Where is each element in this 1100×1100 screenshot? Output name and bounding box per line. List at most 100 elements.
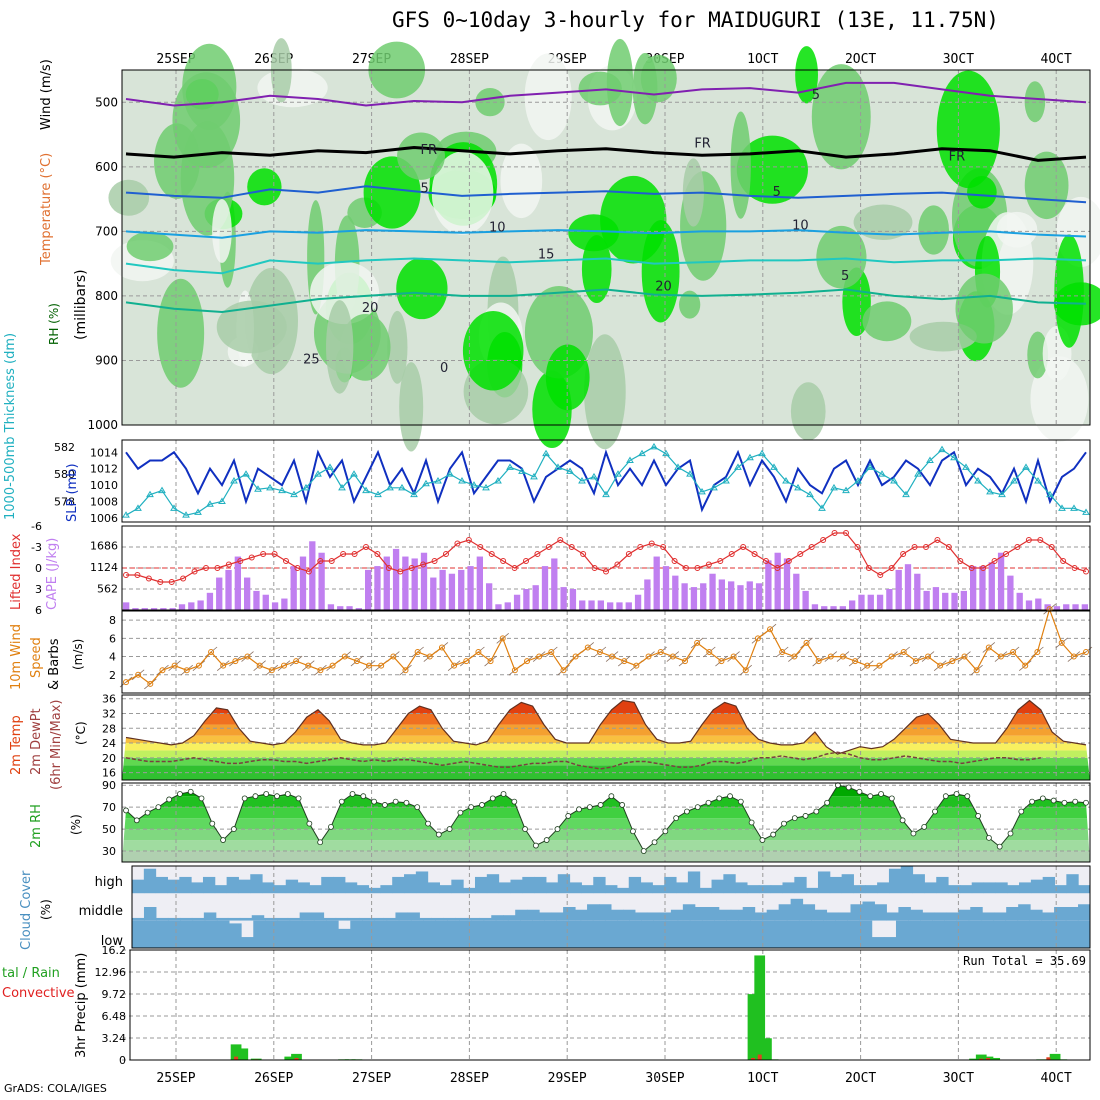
lifted-index-point (180, 575, 187, 582)
cape-bar (1081, 604, 1088, 610)
rh-point (144, 809, 151, 816)
cloud-cell (335, 917, 349, 921)
lifted-index-point (568, 544, 575, 550)
cape-bar (672, 575, 679, 610)
dewpoint-line (125, 751, 1041, 770)
lifted-index-point (145, 575, 152, 582)
wind-tick-label: 2 (109, 669, 116, 682)
cloud-cell (670, 909, 684, 921)
thickness-point (926, 456, 934, 463)
rh-point (716, 795, 723, 802)
slp-tick-label: 1008 (90, 496, 118, 509)
lifted-index-point (237, 558, 244, 564)
cloud-cell (277, 920, 291, 948)
wind-speed-point (900, 649, 907, 655)
cloud-cell (395, 912, 408, 921)
cape-bar (365, 569, 372, 610)
cape-bar (681, 583, 688, 610)
lifted-index-point (374, 551, 381, 557)
rh-point (338, 798, 345, 805)
cape-frame (121, 525, 1091, 611)
lifted-index-point (648, 540, 655, 547)
rh-blob (862, 301, 912, 342)
contour-label: 5 (773, 185, 781, 200)
cloud-cell (275, 917, 289, 921)
lifted-index-point (1003, 551, 1009, 557)
thickness-point (278, 486, 286, 494)
wind-speed-point (864, 662, 871, 669)
cloud-cell (522, 876, 535, 894)
thickness-point (350, 470, 358, 477)
cloud-cell (544, 920, 557, 948)
lifted-index-point (968, 565, 975, 571)
temp-band (122, 735, 1090, 744)
cloud-cell (898, 907, 911, 921)
wind-speed-point (645, 653, 652, 660)
rh-blob (397, 132, 445, 180)
rh-point (586, 804, 593, 811)
lifted-index-point (271, 551, 278, 557)
thickness-point (662, 449, 670, 457)
cape-bar (932, 587, 940, 610)
cape-bar (579, 600, 586, 610)
cape-bar (914, 573, 921, 610)
isotherm-10 (125, 229, 1087, 239)
thickness-point (638, 449, 646, 457)
cape-tick-label: 1124 (90, 561, 118, 574)
rh-band (122, 818, 1090, 830)
wind-speed-point (925, 653, 932, 660)
thickness-point (710, 483, 718, 491)
wind-axis-label-3: & Barbs (47, 638, 62, 690)
lifted-index-point (614, 561, 621, 568)
rh-blob (247, 168, 282, 206)
cloud-high-label: high (95, 875, 123, 890)
date-label-bottom: 28SEP (450, 1071, 489, 1086)
cape-bar (374, 566, 381, 610)
date-label-bottom: 30SEP (645, 1071, 684, 1086)
rh-point (392, 798, 399, 805)
wind-speed-point (402, 667, 409, 674)
rh-point (770, 831, 777, 838)
rh-blob (216, 300, 287, 354)
wind-speed-point (487, 658, 494, 665)
lifted-index-point (477, 544, 484, 550)
rh-point (284, 791, 291, 797)
thickness-point (782, 477, 790, 484)
cape-bar (439, 569, 446, 610)
rh-blob (584, 334, 626, 450)
rh-point (252, 793, 259, 800)
lifted-index-point (980, 565, 987, 571)
rh-point (932, 808, 938, 815)
wind-speed-point (183, 667, 190, 674)
wind-speed-point (244, 653, 251, 660)
wind-speed-point (390, 653, 397, 660)
thickness-point (134, 504, 142, 511)
cloud-cell (407, 912, 420, 921)
rh-point (867, 793, 874, 800)
thickness-point (374, 490, 382, 498)
cloud-cell (431, 917, 444, 921)
wind-speed-point (621, 658, 628, 665)
cape-bar (597, 600, 604, 610)
cape-bar (783, 558, 791, 610)
cloud-cell (699, 887, 713, 894)
rh-point (381, 802, 388, 808)
thickness-point (182, 511, 190, 518)
cloud-cell (563, 907, 576, 921)
thickness-point (206, 500, 214, 507)
cloud-cell (226, 876, 239, 894)
thickness-point (866, 463, 874, 470)
cape-bar (876, 594, 884, 610)
cloud-cell (774, 920, 788, 948)
wind-speed-point (1034, 649, 1041, 655)
wind-speed-point (584, 644, 591, 651)
cloud-cell (754, 912, 768, 921)
rh-point (576, 806, 582, 813)
cloud-cell (1053, 920, 1067, 948)
cape-bar (495, 604, 502, 610)
cloud-cell (498, 882, 511, 894)
cape-bar (262, 594, 269, 610)
cloud-cell (883, 937, 897, 948)
cloud-cell (168, 920, 182, 948)
cloud-cell (924, 882, 937, 894)
